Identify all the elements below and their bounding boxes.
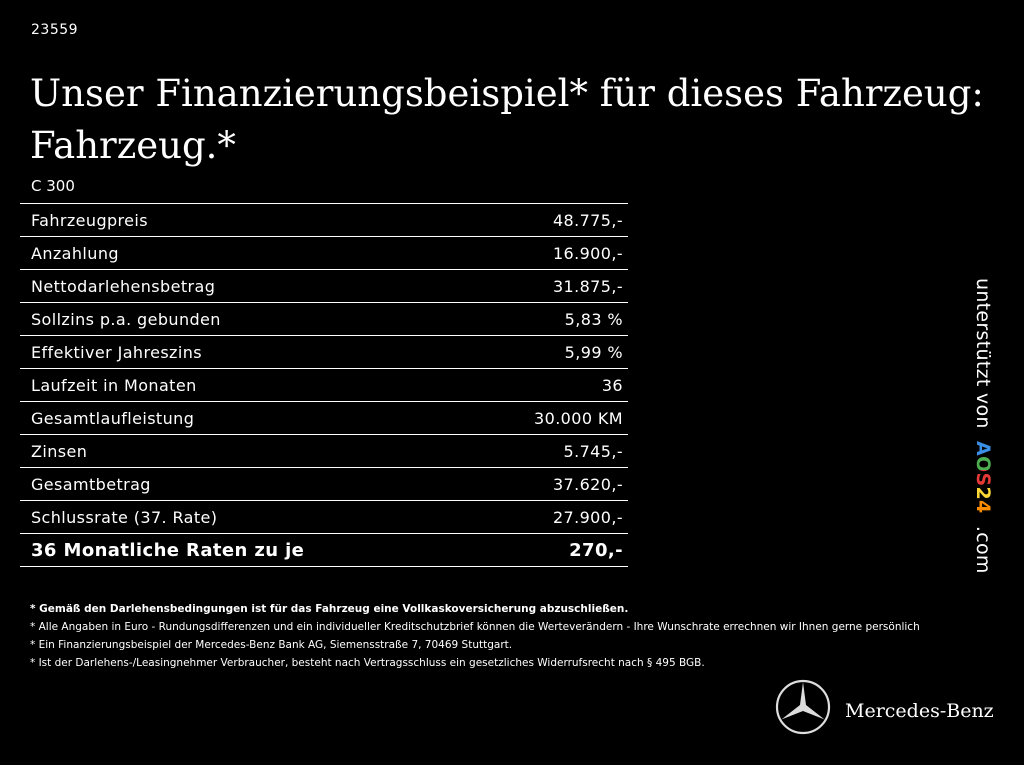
table-row: Effektiver Jahreszins 5,99 % bbox=[20, 335, 628, 369]
row-label: Fahrzeugpreis bbox=[20, 203, 467, 237]
row-label: Zinsen bbox=[20, 434, 467, 468]
table-row: Zinsen 5.745,- bbox=[20, 434, 628, 468]
table-row: Sollzins p.a. gebunden 5,83 % bbox=[20, 302, 628, 336]
row-value: 27.900,- bbox=[466, 500, 628, 534]
sponsor: unterstützt von AOS24 .com bbox=[972, 278, 994, 574]
footnote: * Gemäß den Darlehensbedingungen ist für… bbox=[30, 603, 629, 615]
table-row: Gesamtbetrag 37.620,- bbox=[20, 467, 628, 501]
row-label: 36 Monatliche Raten zu je bbox=[20, 533, 467, 567]
row-label: Anzahlung bbox=[20, 236, 467, 270]
row-value: 48.775,- bbox=[466, 203, 628, 237]
footnote: * Ein Finanzierungsbeispiel der Mercedes… bbox=[30, 639, 513, 651]
finance-table: Fahrzeugpreis 48.775,- Anzahlung 16.900,- Ne… bbox=[20, 203, 628, 567]
document-id: 23559 bbox=[31, 22, 79, 38]
logo-text: Mercedes-Benz bbox=[845, 700, 994, 722]
table-row: Nettodarlehensbetrag 31.875,- bbox=[20, 269, 628, 303]
sponsor-suffix: .com bbox=[972, 525, 994, 574]
title-line: Unser Finanzierungsbeispiel* für dieses … bbox=[30, 72, 984, 115]
row-value: 5,83 % bbox=[466, 302, 628, 336]
sponsor-prefix: unterstützt von bbox=[972, 278, 994, 429]
footnote: * Ist der Darlehens-/Leasingnehmer Verbr… bbox=[30, 657, 705, 669]
title: Unser Finanzierungsbeispiel* für dieses … bbox=[30, 68, 984, 172]
row-label: Nettodarlehensbetrag bbox=[20, 269, 467, 303]
table-row: Fahrzeugpreis 48.775,- bbox=[20, 203, 628, 237]
row-value: 31.875,- bbox=[466, 269, 628, 303]
title-line: Fahrzeug.* bbox=[30, 124, 236, 167]
logo-star bbox=[775, 679, 831, 735]
footnotes: * Gemäß den Darlehensbedingungen ist für… bbox=[30, 600, 920, 672]
row-label: Gesamtbetrag bbox=[20, 467, 467, 501]
model: C 300 bbox=[31, 177, 75, 195]
footnote: * Alle Angaben in Euro - Rundungsdiffere… bbox=[30, 621, 920, 633]
table-row: Schlussrate (37. Rate) 27.900,- bbox=[20, 500, 628, 534]
table-row: 36 Monatliche Raten zu je 270,- bbox=[20, 533, 628, 567]
row-label: Effektiver Jahreszins bbox=[20, 335, 467, 369]
row-label: Sollzins p.a. gebunden bbox=[20, 302, 467, 336]
table-row: Gesamtlaufleistung 30.000 KM bbox=[20, 401, 628, 435]
row-label: Schlussrate (37. Rate) bbox=[20, 500, 467, 534]
row-value: 36 bbox=[466, 368, 628, 402]
row-label: Laufzeit in Monaten bbox=[20, 368, 467, 402]
row-value: 16.900,- bbox=[466, 236, 628, 270]
row-value: 30.000 KM bbox=[466, 401, 628, 435]
table-row: Laufzeit in Monaten 36 bbox=[20, 368, 628, 402]
row-value: 37.620,- bbox=[466, 467, 628, 501]
sponsor-brand: AOS24 bbox=[972, 441, 994, 514]
row-value: 5,99 % bbox=[466, 335, 628, 369]
row-label: Gesamtlaufleistung bbox=[20, 401, 467, 435]
row-value: 270,- bbox=[466, 533, 628, 567]
table-row: Anzahlung 16.900,- bbox=[20, 236, 628, 270]
row-value: 5.745,- bbox=[466, 434, 628, 468]
